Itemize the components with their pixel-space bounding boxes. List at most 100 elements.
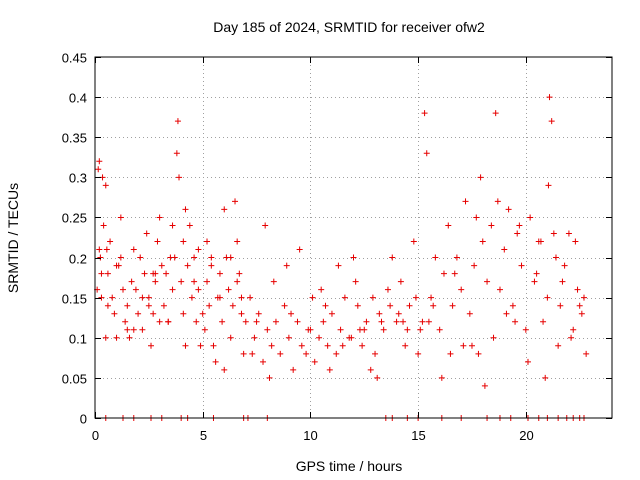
data-point <box>545 182 552 189</box>
data-point <box>169 286 176 293</box>
data-point <box>490 334 497 341</box>
data-point <box>178 278 185 285</box>
data-point <box>96 246 103 253</box>
data-point <box>488 222 495 229</box>
data-point <box>262 222 269 229</box>
data-point <box>98 294 105 301</box>
data-point <box>574 286 581 293</box>
data-point <box>234 238 241 245</box>
y-tick-label: 0.25 <box>62 211 87 226</box>
data-point <box>204 278 211 285</box>
data-point <box>150 310 157 317</box>
data-point <box>169 222 176 229</box>
data-point <box>326 366 333 373</box>
data-point <box>501 246 508 253</box>
plot-frame <box>94 56 613 419</box>
data-point <box>372 350 379 357</box>
data-point <box>197 342 204 349</box>
data-point <box>221 206 228 213</box>
data-point <box>359 342 366 349</box>
data-point <box>378 318 385 325</box>
data-point <box>137 254 144 261</box>
data-point <box>143 230 150 237</box>
data-point <box>180 238 187 245</box>
data-point <box>150 270 157 277</box>
data-point <box>509 302 516 309</box>
data-point <box>406 302 413 309</box>
data-point <box>260 358 267 365</box>
data-point <box>576 302 583 309</box>
data-point <box>283 262 290 269</box>
data-point <box>229 302 236 309</box>
data-point <box>477 174 484 181</box>
data-point <box>165 318 172 325</box>
data-point <box>537 238 544 245</box>
data-point <box>124 326 131 333</box>
data-point <box>163 270 170 277</box>
data-point <box>432 254 439 261</box>
data-point <box>380 326 387 333</box>
data-point <box>451 270 458 277</box>
data-point <box>512 318 519 325</box>
data-point <box>561 262 568 269</box>
data-point <box>559 278 566 285</box>
data-point <box>188 294 195 301</box>
data-point <box>227 254 234 261</box>
data-point <box>104 270 111 277</box>
data-point <box>117 214 124 221</box>
data-point <box>320 318 327 325</box>
data-point <box>184 262 191 269</box>
data-point <box>449 302 456 309</box>
data-point <box>272 318 279 325</box>
data-point <box>555 342 562 349</box>
data-point <box>156 318 163 325</box>
data-point <box>95 166 102 173</box>
data-point <box>288 310 295 317</box>
data-point <box>219 318 226 325</box>
y-tick-label: 0.3 <box>69 171 87 186</box>
data-point <box>546 94 553 101</box>
data-point <box>208 262 215 269</box>
data-point <box>583 350 590 357</box>
data-point <box>290 366 297 373</box>
data-point <box>540 318 547 325</box>
data-point <box>182 342 189 349</box>
data-point <box>393 318 400 325</box>
data-point <box>251 334 258 341</box>
data-point <box>152 278 159 285</box>
data-point <box>447 350 454 357</box>
data-point <box>193 318 200 325</box>
data-point <box>316 334 323 341</box>
data-point <box>565 230 572 237</box>
data-point <box>130 326 137 333</box>
data-point <box>186 222 193 229</box>
data-point <box>104 302 111 309</box>
data-point <box>462 198 469 205</box>
data-point <box>180 310 187 317</box>
data-point <box>124 302 131 309</box>
data-point <box>208 254 215 261</box>
data-point <box>376 310 383 317</box>
data-point <box>176 174 183 181</box>
data-point <box>100 222 107 229</box>
data-point <box>236 270 243 277</box>
data-point <box>139 326 146 333</box>
y-tick-label: 0.05 <box>62 372 87 387</box>
data-point <box>423 150 430 157</box>
data-point <box>238 294 245 301</box>
data-point <box>298 342 305 349</box>
x-tick-label: 0 <box>92 428 99 443</box>
data-point <box>117 254 124 261</box>
data-point <box>266 374 273 381</box>
data-point <box>341 294 348 301</box>
data-point <box>268 342 275 349</box>
data-point <box>460 342 467 349</box>
data-point <box>468 342 475 349</box>
data-point <box>352 278 359 285</box>
data-point <box>160 302 167 309</box>
data-point <box>296 246 303 253</box>
data-point <box>285 334 292 341</box>
data-point <box>481 382 488 389</box>
data-point <box>335 262 342 269</box>
